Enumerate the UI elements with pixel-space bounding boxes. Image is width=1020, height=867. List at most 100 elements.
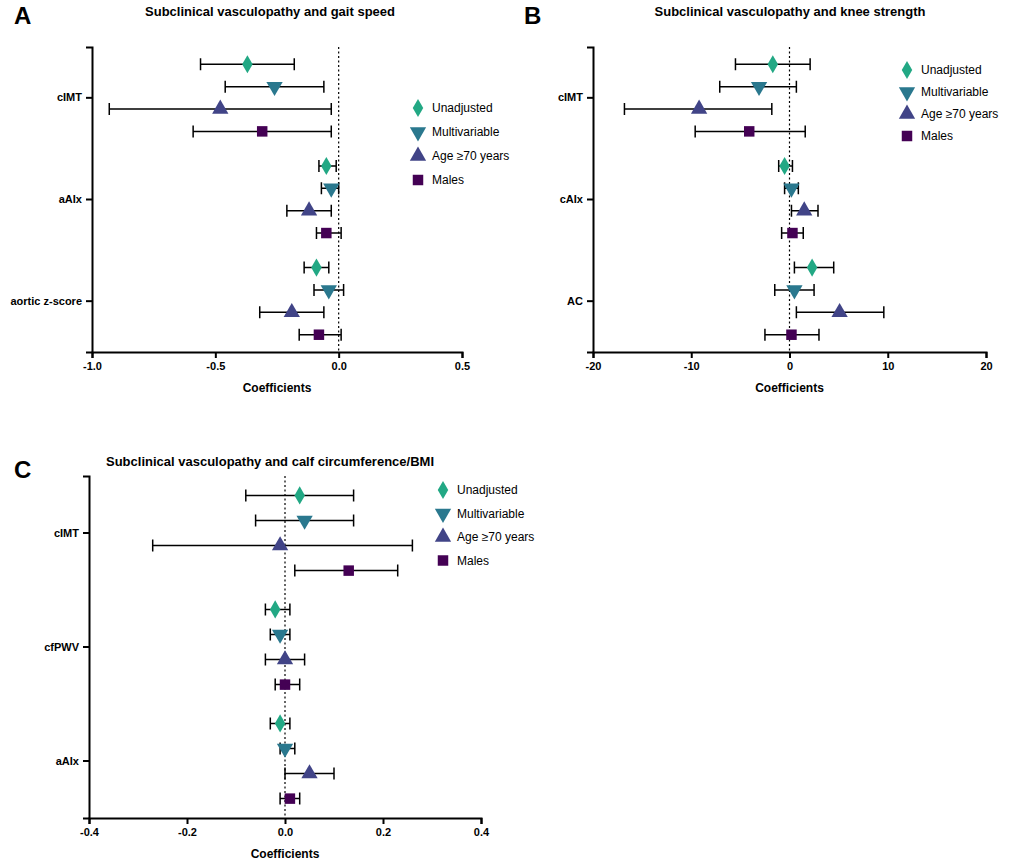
y-axis: cIMT cAIx AC — [558, 48, 594, 353]
legend-marker — [435, 528, 451, 542]
figure-svg: ASubclinical vasculopathy and gait speed… — [0, 0, 1020, 867]
legend-entry: Unadjusted — [902, 61, 982, 79]
point-marker — [321, 285, 337, 299]
series — [256, 514, 354, 757]
x-tick-mark — [986, 352, 988, 358]
y-tick-label: AC — [567, 295, 583, 307]
point-marker — [301, 201, 317, 215]
series — [193, 125, 341, 340]
point-marker — [321, 228, 331, 238]
y-tick: cIMT — [558, 91, 593, 103]
legend-entry: Unadjusted — [413, 99, 493, 117]
point-marker — [786, 285, 802, 299]
legend-marker — [413, 99, 423, 117]
x-axis: -0.4 -0.2 0.0 0.2 0.4 — [80, 818, 490, 838]
legend-label: Multivariable — [921, 85, 989, 99]
x-axis-line — [90, 819, 482, 825]
chart-title: Subclinical vasculopathy and gait speed — [145, 4, 395, 19]
point-marker — [296, 516, 312, 530]
y-tick: aortic z-score — [10, 295, 92, 307]
panel-letter: C — [14, 456, 31, 483]
x-tick-label: 10 — [882, 360, 894, 372]
panel: BSubclinical vasculopathy and knee stren… — [524, 2, 998, 395]
y-tick-mark — [86, 199, 92, 201]
legend-entry: Age ≥70 years — [435, 528, 534, 544]
point-marker — [831, 303, 847, 317]
x-tick: 0.4 — [474, 818, 490, 838]
legend-label: Males — [432, 173, 464, 187]
x-axis-line — [594, 353, 987, 359]
x-tick-label: -0.4 — [80, 826, 100, 838]
x-axis-title: Coefficients — [755, 381, 824, 395]
point-marker — [277, 744, 293, 758]
error-bar — [316, 227, 341, 239]
x-axis-title: Coefficients — [251, 847, 320, 861]
legend-entry: Unadjusted — [438, 481, 518, 499]
legend-entry: Age ≥70 years — [410, 147, 509, 163]
series — [225, 81, 343, 300]
legend-marker — [902, 131, 912, 141]
x-tick: -0.2 — [178, 818, 197, 838]
y-tick: cAIx — [560, 193, 593, 205]
legend-marker — [902, 61, 912, 79]
x-tick-mark — [285, 818, 287, 824]
legend-marker — [410, 127, 426, 141]
y-axis-line — [587, 48, 594, 353]
legend-marker — [899, 105, 915, 119]
x-tick-label: -20 — [586, 360, 602, 372]
legend: UnadjustedMultivariableAge ≥70 yearsMale… — [410, 99, 509, 187]
x-tick-label: 0.2 — [376, 826, 391, 838]
legend-label: Unadjusted — [457, 483, 518, 497]
x-tick-mark — [187, 818, 189, 824]
x-tick: -0.4 — [80, 818, 100, 838]
legend-entry: Males — [902, 129, 953, 143]
point-marker — [257, 126, 267, 136]
point-marker — [212, 100, 228, 114]
y-tick-label: cIMT — [54, 527, 79, 539]
chart-title: Subclinical vasculopathy and knee streng… — [655, 4, 926, 19]
plot-marks — [109, 55, 343, 341]
panel: ASubclinical vasculopathy and gait speed… — [10, 2, 509, 395]
x-tick-label: -0.5 — [206, 360, 225, 372]
x-axis: -1.0-0.50.00.5 — [83, 352, 470, 372]
legend-label: Age ≥70 years — [432, 149, 509, 163]
series — [153, 536, 413, 779]
legend-marker — [438, 555, 448, 565]
y-axis-line — [83, 477, 90, 819]
point-marker — [280, 679, 290, 689]
legend-marker — [899, 87, 915, 101]
point-marker — [343, 565, 353, 575]
x-tick-label: 20 — [980, 360, 992, 372]
x-tick: 0.0 — [332, 352, 347, 372]
series — [109, 100, 331, 319]
x-tick-mark — [481, 818, 483, 824]
point-marker — [272, 536, 288, 550]
point-marker — [285, 793, 295, 803]
x-tick-mark — [383, 818, 385, 824]
point-marker — [272, 630, 288, 644]
y-tick-mark — [86, 300, 92, 302]
x-tick: 0.0 — [278, 818, 293, 838]
y-tick-label: cIMT — [57, 91, 82, 103]
x-tick: 0 — [787, 352, 793, 372]
y-tick-label: aortic z-score — [10, 295, 82, 307]
x-tick: 0.2 — [376, 818, 391, 838]
point-marker — [314, 329, 324, 339]
series — [695, 125, 819, 340]
error-bar — [299, 329, 341, 341]
error-bar — [280, 793, 300, 805]
legend-label: Age ≥70 years — [457, 530, 534, 544]
point-marker — [311, 259, 321, 277]
point-marker — [321, 157, 331, 175]
series — [246, 486, 354, 732]
point-marker — [270, 600, 280, 618]
reference-line — [338, 47, 339, 352]
x-tick-mark — [215, 352, 217, 358]
y-tick-mark — [587, 300, 593, 302]
x-tick-mark — [462, 352, 464, 358]
y-axis: cIMTcfPWVaAIx — [44, 477, 89, 819]
y-tick-label: aAIx — [59, 193, 83, 205]
y-tick-label: aAIx — [56, 755, 80, 767]
error-bar — [295, 565, 398, 577]
y-tick-mark — [587, 97, 593, 99]
